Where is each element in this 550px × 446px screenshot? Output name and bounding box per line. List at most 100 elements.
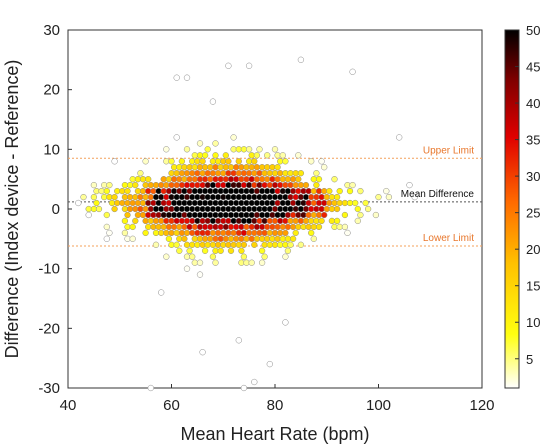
scatter-point xyxy=(243,259,250,266)
x-axis-label: Mean Heart Rate (bpm) xyxy=(180,424,369,444)
scatter-point xyxy=(253,164,261,171)
scatter-point xyxy=(124,187,131,195)
scatter-point xyxy=(302,205,310,213)
scatter-point xyxy=(256,146,263,153)
scatter-point xyxy=(245,205,253,213)
scatter-point xyxy=(222,164,229,171)
scatter-point xyxy=(277,217,284,225)
scatter-point xyxy=(225,181,232,189)
scatter-point xyxy=(204,181,211,189)
scatter-point xyxy=(90,181,98,189)
x-axis-ticks: 40 60 80 100 120 xyxy=(60,384,495,414)
scatter-point xyxy=(212,247,219,254)
scatter-point xyxy=(261,241,268,248)
scatter-point xyxy=(124,235,131,242)
colorbar: 5 10 15 20 25 30 35 40 45 50 xyxy=(504,23,540,389)
scatter-point xyxy=(209,170,217,177)
scatter-point xyxy=(147,384,154,392)
scatter-point xyxy=(106,181,113,189)
scatter-point xyxy=(321,211,328,219)
scatter-point xyxy=(287,241,294,248)
scatter-point xyxy=(248,235,255,242)
scatter-point xyxy=(292,217,299,225)
scatter-point xyxy=(121,217,129,225)
scatter-point xyxy=(214,181,222,189)
scatter-point xyxy=(245,193,253,201)
scatter-point xyxy=(321,164,328,171)
scatter-point xyxy=(240,241,248,248)
scatter-point xyxy=(284,247,292,254)
scatter-point xyxy=(119,187,126,195)
scatter-point xyxy=(292,193,299,201)
scatter-point xyxy=(230,229,237,237)
scatter-point xyxy=(308,229,315,237)
scatter-point xyxy=(248,259,255,266)
scatter-point xyxy=(266,170,273,177)
scatter-point xyxy=(266,360,273,368)
scatter-point xyxy=(163,158,170,165)
scatter-point xyxy=(253,176,261,183)
scatter-point xyxy=(248,187,255,195)
scatter-point xyxy=(189,253,196,260)
scatter-point xyxy=(201,176,209,183)
scatter-point xyxy=(199,158,206,165)
scatter-point xyxy=(181,187,188,195)
scatter-point xyxy=(331,199,338,207)
scatter-point xyxy=(295,152,302,159)
scatter-point xyxy=(209,253,217,260)
scatter-point xyxy=(152,193,160,201)
scatter-point xyxy=(251,205,258,213)
scatter-point xyxy=(168,158,175,165)
scatter-point xyxy=(75,199,82,207)
scatter-point xyxy=(362,199,369,207)
scatter-point xyxy=(326,199,333,207)
scatter-point xyxy=(201,247,209,254)
scatter-point xyxy=(271,229,279,237)
scatter-point xyxy=(383,187,390,195)
scatter-point xyxy=(240,193,248,201)
scatter-point xyxy=(269,235,276,242)
scatter-point xyxy=(264,152,271,159)
scatter-point xyxy=(310,235,317,242)
scatter-point xyxy=(261,253,268,260)
scatter-point xyxy=(305,223,312,231)
scatter-point xyxy=(375,193,382,201)
scatter-point xyxy=(271,170,279,177)
scatter-point xyxy=(331,176,338,183)
scatter-point xyxy=(271,217,279,225)
scatter-point xyxy=(411,193,418,201)
colorbar-tick-label: 40 xyxy=(526,96,540,111)
scatter-point xyxy=(248,176,255,183)
scatter-point xyxy=(310,223,317,231)
scatter-point xyxy=(207,176,214,183)
scatter-point xyxy=(248,223,255,231)
scatter-point xyxy=(240,253,248,260)
scatter-point xyxy=(194,193,201,201)
y-tick-label: -20 xyxy=(38,320,60,337)
scatter-point xyxy=(261,205,268,213)
scatter-point xyxy=(357,187,364,195)
scatter-point xyxy=(191,199,198,207)
scatter-point xyxy=(318,193,325,201)
scatter-point xyxy=(227,247,235,254)
scatter-point xyxy=(372,211,380,219)
scatter-point xyxy=(269,211,276,219)
scatter-point xyxy=(230,181,237,189)
scatter-point xyxy=(181,176,188,183)
scatter-point xyxy=(201,199,209,207)
scatter-point xyxy=(168,241,175,248)
scatter-point xyxy=(189,229,196,237)
colorbar-tick-label: 25 xyxy=(526,206,540,221)
scatter-point xyxy=(277,229,284,237)
scatter-point xyxy=(271,193,279,201)
scatter-point xyxy=(261,229,268,237)
scatter-point xyxy=(261,217,268,225)
scatter-point xyxy=(336,187,343,195)
scatter-point xyxy=(248,199,255,207)
scatter-point xyxy=(227,164,235,171)
scatter-point xyxy=(147,217,154,225)
scatter-point xyxy=(160,187,167,195)
scatter-point xyxy=(150,211,157,219)
scatter-point xyxy=(160,211,167,219)
